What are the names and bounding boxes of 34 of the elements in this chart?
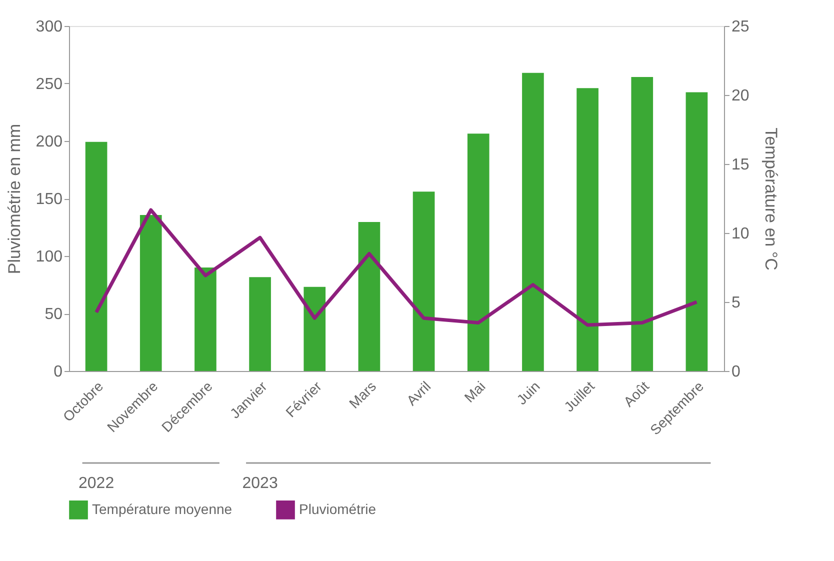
y2-tick-label: 15 (732, 156, 750, 174)
text: 2022 (78, 475, 114, 492)
bar (467, 134, 490, 371)
bar (249, 277, 271, 371)
bar (358, 222, 380, 371)
bar (576, 88, 598, 371)
y-tick-label: 100 (36, 248, 63, 266)
y-axis-title: Pluviométrie en mm (4, 124, 24, 274)
bar (85, 142, 108, 371)
bar (686, 92, 708, 371)
y-tick-label: 250 (36, 76, 63, 93)
bar (522, 72, 544, 371)
y2-tick-label: 25 (732, 18, 750, 36)
y2-axis-title: Température en °C (761, 128, 780, 270)
bar (194, 268, 216, 371)
y-tick-label: 150 (36, 191, 63, 208)
y2-tick-label: 0 (732, 364, 740, 380)
legend-label: Température moyenne (92, 500, 232, 517)
y-tick-label: 200 (36, 134, 63, 150)
y2-tick-label: 20 (732, 88, 750, 104)
x-tick-label: Mai (461, 378, 488, 406)
x-tick-label: Juin (513, 378, 543, 408)
bar (412, 192, 435, 371)
y2-tick-label: 10 (732, 226, 750, 242)
y-tick-label: 50 (44, 306, 63, 323)
y2-tick-label: 5 (732, 294, 740, 312)
bar (304, 286, 326, 371)
legend-label: Pluviométrie (299, 500, 376, 517)
bar (140, 215, 162, 371)
text: 2023 (242, 475, 278, 492)
bar (631, 77, 654, 371)
y-tick-label: 300 (36, 18, 63, 36)
line-series (94, 208, 698, 327)
y-tick-label: 0 (54, 364, 63, 380)
